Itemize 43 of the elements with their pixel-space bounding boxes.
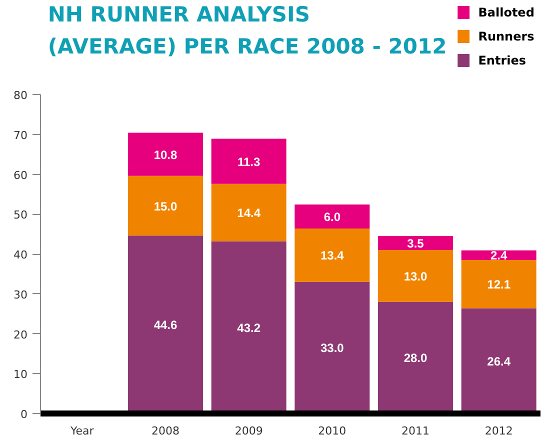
y-tick-label: 20 (14, 328, 28, 342)
data-label: 33.0 (320, 341, 344, 356)
y-tick-label: 70 (14, 128, 28, 142)
data-label: 2.4 (490, 248, 508, 263)
bar (378, 250, 453, 302)
data-label: 13.4 (320, 248, 344, 263)
bar (211, 138, 286, 184)
legend-label: Runners (478, 30, 534, 44)
x-tick-label: 2012 (484, 424, 513, 438)
data-label: 26.4 (487, 354, 511, 368)
y-tick-label: 40 (14, 248, 28, 262)
x-tick-label: 2009 (234, 424, 263, 438)
chart-title: NH RUNNER ANALYSIS (AVERAGE) PER RACE 2008 - 2012 (48, 2, 447, 58)
data-label: 12.1 (487, 278, 511, 292)
data-label: 13.0 (404, 269, 428, 284)
data-label: 15.0 (154, 199, 178, 214)
data-label: 11.3 (237, 154, 261, 169)
bar (461, 260, 536, 308)
x-tick-label: 2011 (402, 424, 430, 438)
y-tick-label: 80 (14, 89, 28, 102)
bar (128, 176, 203, 236)
data-label: 10.8 (154, 148, 178, 162)
bar (294, 204, 370, 228)
data-label: 44.6 (154, 318, 178, 332)
x-tick-label: 2008 (152, 424, 180, 438)
x-axis-title: Year (70, 424, 94, 438)
y-tick-label: 10 (14, 368, 28, 382)
y-tick-label: 50 (14, 208, 28, 222)
legend-label: Balloted (478, 6, 534, 20)
bar (294, 228, 370, 282)
legend-label: Entries (478, 54, 526, 68)
data-label: 43.2 (237, 320, 261, 335)
x-tick-label: 2010 (318, 424, 346, 438)
data-label: 28.0 (404, 351, 428, 366)
bar (378, 236, 453, 250)
data-label: 6.0 (324, 210, 341, 224)
data-label: 14.4 (237, 206, 261, 220)
y-tick-label: 60 (14, 168, 28, 182)
bar (211, 184, 286, 242)
y-tick-label: 30 (14, 288, 28, 302)
bar (128, 132, 203, 176)
y-tick-label: 0 (20, 408, 28, 421)
data-label: 3.5 (407, 236, 424, 251)
